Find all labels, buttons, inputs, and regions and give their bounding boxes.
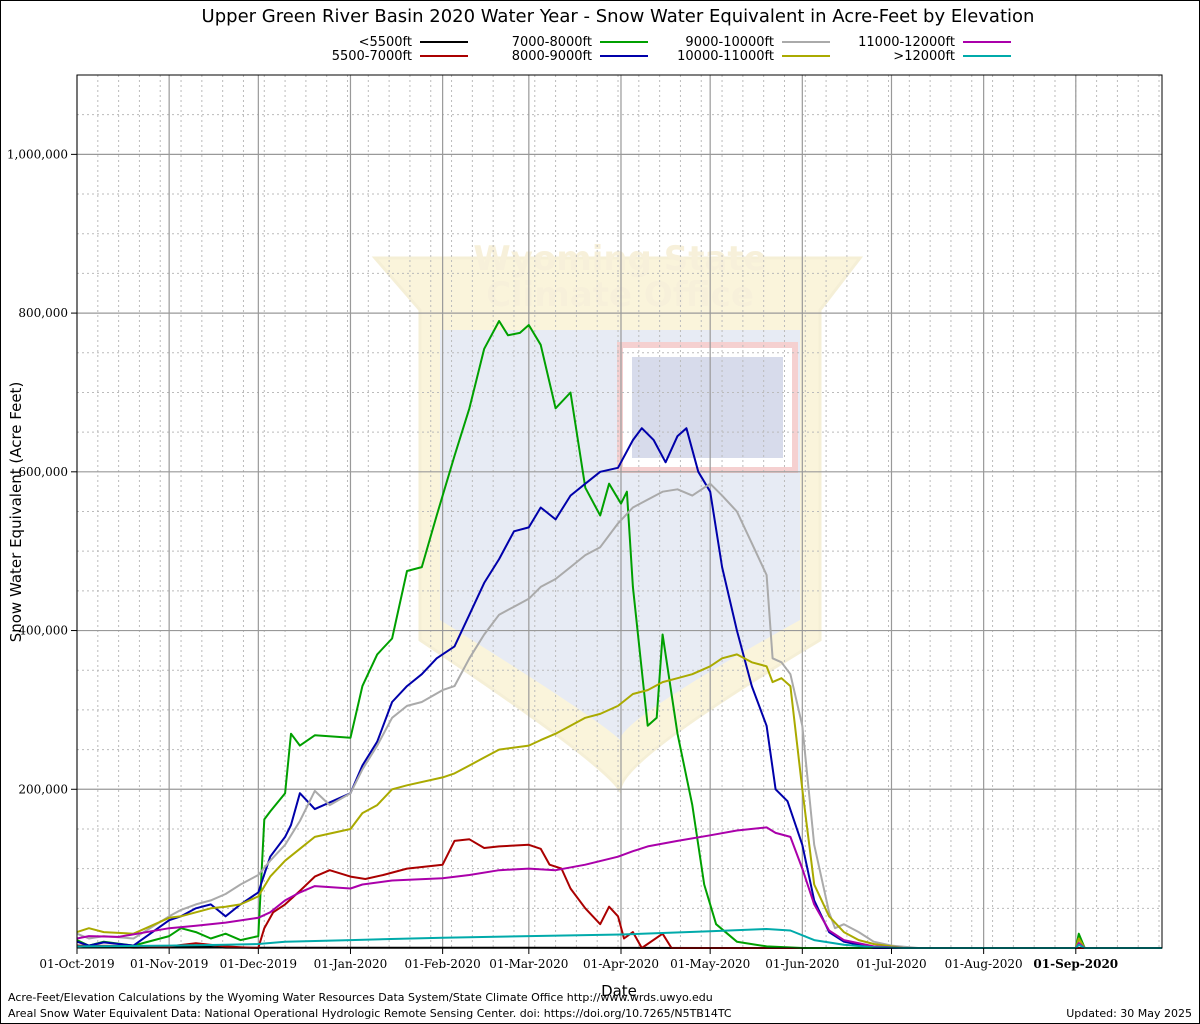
chart-title: Upper Green River Basin 2020 Water Year … (202, 6, 1035, 27)
legend-label: 11000-12000ft (858, 35, 955, 50)
y-tick-label: 800,000 (18, 306, 68, 320)
x-axis-label: Date (601, 982, 637, 1000)
y-tick-label: 200,000 (18, 782, 68, 796)
updated-timestamp: Updated: 30 May 2025 (1066, 1007, 1192, 1020)
plot-area-border (76, 74, 1163, 949)
watermark: Wyoming State Climate Office (371, 239, 864, 795)
series-line (76, 482, 1162, 949)
legend-label: 5500-7000ft (332, 49, 412, 64)
x-tick-label: 01-Nov-2019 (130, 957, 208, 971)
series-line (76, 320, 1162, 949)
series-line (76, 427, 1162, 949)
series-line (76, 838, 1162, 949)
watermark-text-1: Wyoming State (473, 239, 766, 279)
legend-label: 9000-10000ft (685, 35, 774, 50)
credit-line-1: Acre-Feet/Elevation Calculations by the … (8, 991, 713, 1004)
x-tick-label: 01-Aug-2020 (945, 957, 1023, 971)
x-tick-label: 01-Jun-2020 (765, 957, 839, 971)
legend-label: 10000-11000ft (677, 49, 774, 64)
x-tick-label: 01-Mar-2020 (489, 957, 568, 971)
legend-label: 8000-9000ft (512, 49, 592, 64)
x-axis-ticks: 01-Oct-2019 01-Nov-2019 01-Dec-2019 01-Jan-… (39, 948, 1118, 971)
y-tick-label: 600,000 (18, 465, 68, 479)
series-line (76, 928, 1162, 949)
watermark-flag-icon (617, 342, 798, 473)
x-tick-label: 01-May-2020 (670, 957, 750, 971)
grid (76, 75, 1162, 948)
x-tick-label: 01-Sep-2020 (1033, 957, 1118, 971)
y-axis-label: Snow Water Equivalent (Acre Feet) (7, 382, 25, 643)
legend-label: >12000ft (893, 49, 955, 64)
legend-label: <5500ft (359, 35, 412, 50)
watermark-text-2: Climate Office (486, 275, 754, 315)
credit-line-2: Areal Snow Water Equivalent Data: Nation… (8, 1007, 732, 1020)
x-tick-label: 01-Oct-2019 (39, 957, 114, 971)
y-tick-label: 1,000,000 (7, 147, 68, 161)
series-line (76, 826, 1162, 949)
x-tick-label: 01-Jul-2020 (856, 957, 926, 971)
series-line (76, 653, 1162, 949)
x-tick-label: 01-Jan-2020 (314, 957, 388, 971)
y-axis-ticks: 200,000 400,000 600,000 800,000 1,000,000 (7, 147, 77, 796)
x-tick-label: 01-Apr-2020 (583, 957, 659, 971)
x-tick-label: 01-Feb-2020 (404, 957, 480, 971)
legend-label: 7000-8000ft (512, 35, 592, 50)
y-tick-label: 400,000 (18, 624, 68, 638)
x-tick-label: 01-Dec-2019 (220, 957, 297, 971)
